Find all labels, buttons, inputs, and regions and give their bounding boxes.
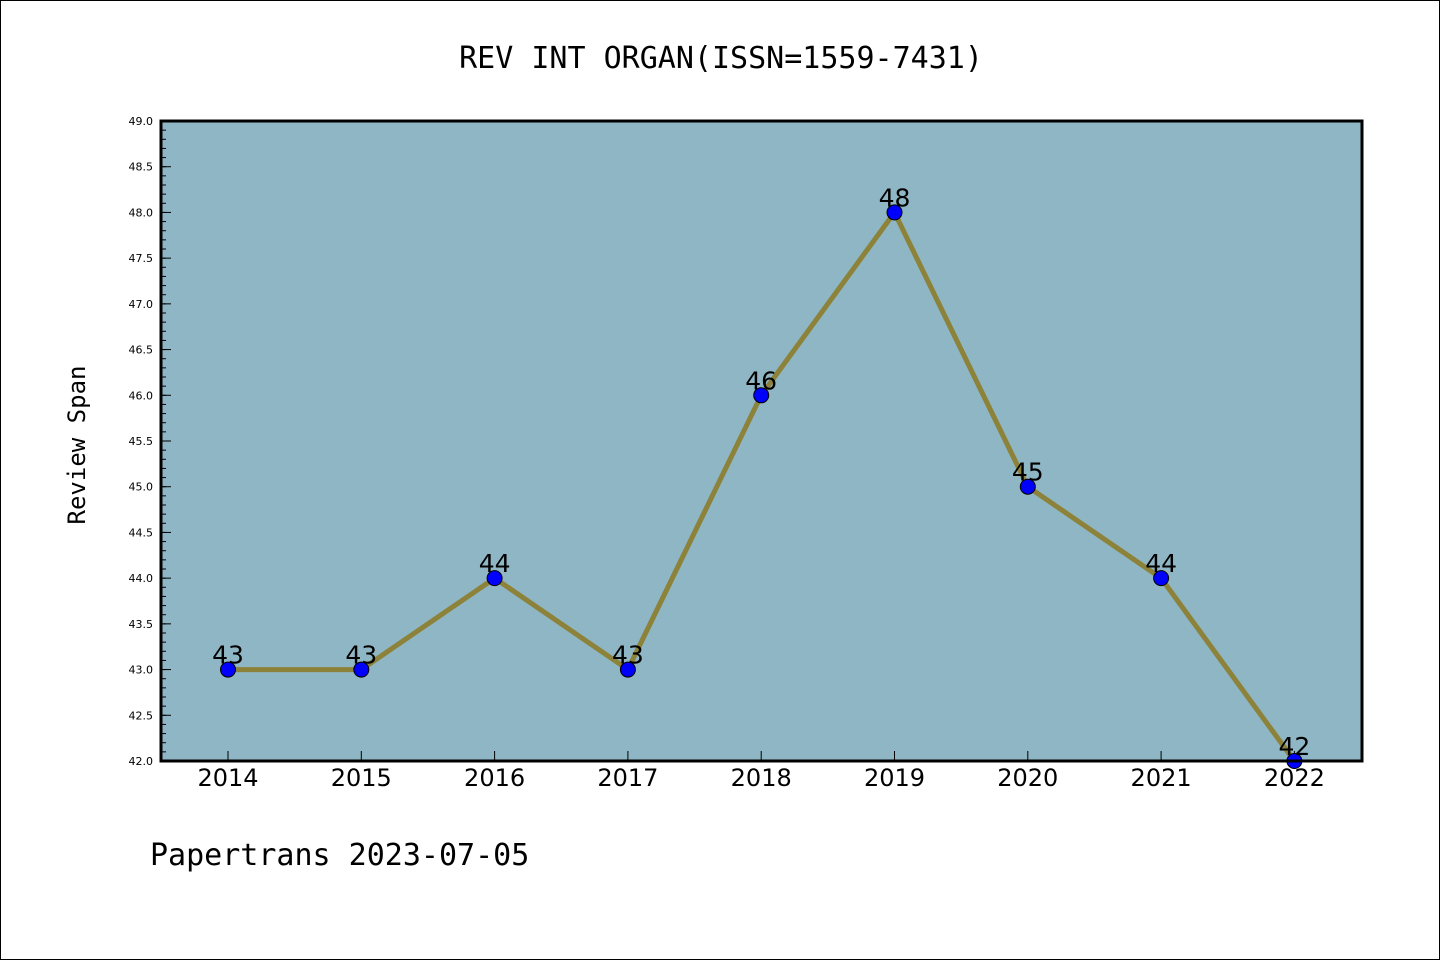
y-tick-label: 43.0 (129, 664, 154, 677)
data-label: 44 (1145, 549, 1177, 578)
y-tick-label: 45.5 (129, 435, 154, 448)
footer-text: Papertrans 2023-07-05 (150, 838, 529, 873)
data-label: 43 (345, 641, 377, 670)
y-tick-label: 42.5 (129, 709, 154, 722)
y-tick-label: 44.5 (129, 526, 154, 539)
y-axis-label: Review Span (63, 366, 91, 525)
y-tick-label: 47.0 (129, 298, 154, 311)
x-tick-label: 2019 (864, 764, 925, 792)
y-tick-label: 46.0 (129, 389, 154, 402)
x-tick-label: 2020 (997, 764, 1058, 792)
x-tick-label: 2021 (1131, 764, 1192, 792)
x-axis: 2014 2015 2016 2017 2018 2019 2020 2021 2022 (197, 751, 1325, 792)
data-label: 42 (1278, 732, 1310, 761)
plot-border (159, 119, 1364, 763)
data-point (753, 387, 770, 404)
data-point (353, 661, 370, 678)
x-tick-label: 2016 (464, 764, 525, 792)
chart-title: REV INT ORGAN(ISSN=1559-7431) (459, 41, 983, 76)
y-tick-label: 46.5 (129, 344, 154, 357)
data-label: 43 (612, 641, 644, 670)
y-tick-label: 48.0 (129, 206, 154, 219)
data-point (486, 570, 503, 587)
data-label: 45 (1012, 458, 1044, 487)
data-label: 46 (745, 366, 777, 395)
data-label: 44 (479, 549, 511, 578)
y-tick-label: 45.0 (129, 481, 154, 494)
data-point (1153, 570, 1170, 587)
y-tick-label: 44.0 (129, 572, 154, 585)
data-point (619, 661, 636, 678)
y-tick-label: 42.0 (129, 755, 154, 768)
y-tick-label: 49.0 (129, 115, 154, 128)
x-tick-label: 2014 (197, 764, 258, 792)
data-point (886, 204, 903, 221)
x-tick-label: 2015 (331, 764, 392, 792)
y-tick-label: 47.5 (129, 252, 154, 265)
data-labels: 43 43 44 43 46 48 45 44 42 (212, 183, 1310, 761)
y-tick-label: 43.5 (129, 618, 154, 631)
data-point (220, 661, 236, 678)
data-label: 48 (879, 183, 911, 212)
plot-area (161, 121, 1362, 761)
data-label: 43 (212, 641, 244, 670)
y-axis: 42.0 42.5 43.0 43.5 44.0 44.5 45.0 45.5 46.0 46.5… (129, 115, 171, 768)
data-point (1019, 478, 1036, 495)
x-tick-label: 2018 (731, 764, 792, 792)
x-tick-label: 2017 (597, 764, 658, 792)
y-tick-label: 48.5 (129, 161, 154, 174)
series-group (220, 204, 1303, 769)
